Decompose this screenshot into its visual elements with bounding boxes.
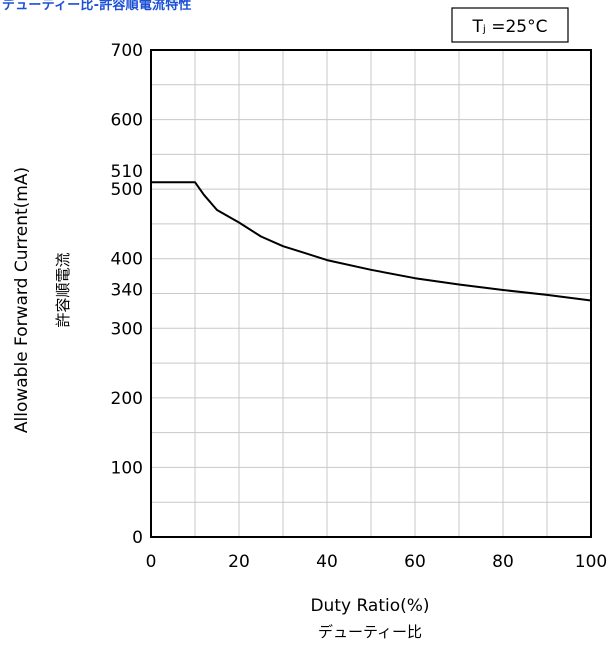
y-annotation-label: 510	[111, 162, 143, 182]
grid-layer	[151, 50, 591, 537]
x-tick-label: 20	[228, 552, 250, 572]
x-tick-label: 40	[316, 552, 338, 572]
x-tick-label: 0	[146, 552, 157, 572]
y-axis-label-jp: 許容順電流	[54, 252, 72, 327]
tick-labels: 0 20 40 60 80 100 0 100 200 300 400 500 600 700	[111, 41, 608, 572]
condition-label: Tⱼ =25°C	[471, 17, 547, 37]
y-annotations: 510 340	[111, 162, 143, 300]
condition-box: Tⱼ =25°C	[451, 7, 569, 43]
y-annotation-label: 340	[111, 280, 143, 300]
series-layer	[151, 181, 592, 302]
series-line	[151, 181, 592, 302]
y-tick-label: 600	[111, 111, 143, 131]
x-axis-label: Duty Ratio(%)	[310, 596, 429, 616]
y-tick-label: 400	[111, 250, 143, 270]
y-tick-label: 700	[111, 41, 143, 61]
y-tick-label: 0	[132, 528, 143, 548]
y-tick-label: 300	[111, 319, 143, 339]
plot-frame	[150, 49, 592, 538]
y-tick-label: 200	[111, 389, 143, 409]
y-tick-label: 500	[111, 180, 143, 200]
x-tick-label: 100	[575, 552, 607, 572]
y-axis-label: Allowable Forward Current(mA)	[12, 167, 32, 433]
page-title: デューティー比-許容順電流特性	[2, 0, 192, 13]
x-axis-label-jp: デューティー比	[318, 623, 422, 641]
x-tick-label: 80	[492, 552, 514, 572]
y-tick-label: 100	[111, 458, 143, 478]
x-tick-label: 60	[404, 552, 426, 572]
